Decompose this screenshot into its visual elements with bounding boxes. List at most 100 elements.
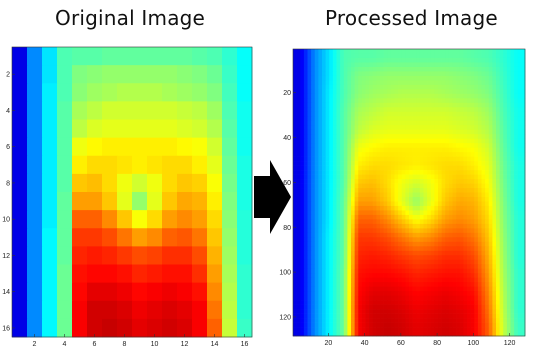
heatmap-cell (496, 183, 500, 189)
heatmap-cell (332, 205, 337, 211)
heatmap-cell (419, 57, 424, 63)
heatmap-cell (336, 331, 341, 337)
heatmap-cell (347, 116, 352, 122)
heatmap-cell (517, 219, 522, 225)
heatmap-cell (416, 219, 421, 225)
heatmap-cell (477, 120, 482, 126)
heatmap-cell (496, 98, 500, 104)
heatmap-cell (419, 125, 424, 131)
heatmap-cell (358, 66, 363, 72)
heatmap-cell (380, 273, 384, 279)
heatmap-cell (445, 107, 450, 113)
heatmap-cell (438, 286, 442, 292)
heatmap-cell (416, 228, 421, 234)
heatmap-cell (369, 241, 374, 247)
heatmap-cell (427, 129, 432, 135)
heatmap-cell (445, 75, 450, 81)
heatmap-cell (329, 174, 334, 180)
heatmap-cell (380, 205, 384, 211)
heatmap-cell (387, 129, 392, 135)
heatmap-cell (427, 250, 432, 256)
heatmap-cell (470, 237, 475, 243)
heatmap-cell (445, 116, 450, 122)
heatmap-cell (303, 129, 308, 135)
heatmap-cell (517, 286, 522, 292)
heatmap-cell (311, 111, 316, 117)
heatmap-cell (351, 228, 355, 234)
heatmap-cell (390, 120, 395, 126)
heatmap-cell (430, 71, 435, 77)
heatmap-cell (514, 116, 519, 122)
heatmap-cell (42, 264, 58, 284)
heatmap-cell (463, 89, 468, 95)
heatmap-cell (300, 318, 305, 323)
heatmap-cell (372, 143, 377, 148)
heatmap-cell (499, 107, 504, 113)
heatmap-cell (177, 83, 193, 102)
heatmap-cell (499, 147, 504, 153)
heatmap-cell (336, 286, 341, 292)
heatmap-cell (506, 241, 511, 247)
heatmap-cell (412, 291, 417, 296)
heatmap-cell (488, 273, 493, 279)
heatmap-cell (401, 62, 406, 68)
heatmap-cell (412, 165, 417, 171)
heatmap-cell (318, 300, 323, 305)
heatmap-cell (412, 71, 417, 77)
heatmap-cell (325, 156, 330, 162)
heatmap-cell (42, 101, 58, 120)
heatmap-cell (398, 57, 403, 63)
heatmap-cell (325, 250, 330, 256)
heatmap-cell (474, 331, 479, 337)
heatmap-cell (343, 183, 348, 189)
heatmap-cell (322, 327, 326, 332)
heatmap-cell (481, 75, 486, 81)
heatmap-cell (383, 84, 388, 90)
heatmap-cell (430, 210, 435, 216)
heatmap-cell (372, 295, 377, 301)
heatmap-cell (387, 116, 392, 122)
heatmap-cell (318, 232, 323, 238)
heatmap-cell (467, 210, 471, 216)
heatmap-cell (383, 129, 388, 135)
heatmap-cell (419, 223, 424, 229)
heatmap-cell (481, 80, 486, 86)
heatmap-cell (510, 93, 515, 99)
heatmap-cell (307, 152, 312, 157)
heatmap-cell (412, 57, 417, 63)
heatmap-cell (456, 98, 461, 104)
heatmap-cell (394, 49, 399, 54)
heatmap-cell (354, 286, 359, 292)
heatmap-cell (481, 179, 486, 184)
heatmap-cell (347, 259, 352, 265)
heatmap-cell (398, 219, 403, 225)
heatmap-cell (162, 192, 178, 211)
heatmap-cell (325, 246, 330, 252)
heatmap-cell (441, 309, 446, 314)
heatmap-cell (434, 156, 439, 162)
heatmap-cell (351, 161, 355, 166)
heatmap-cell (514, 125, 519, 131)
heatmap-cell (430, 165, 435, 171)
heatmap-cell (405, 273, 410, 279)
heatmap-cell (452, 228, 457, 234)
heatmap-cell (372, 84, 377, 90)
heatmap-cell (383, 138, 388, 144)
heatmap-cell (481, 174, 486, 180)
heatmap-cell (412, 62, 417, 68)
heatmap-cell (177, 137, 193, 157)
heatmap-cell (361, 313, 366, 319)
heatmap-cell (441, 179, 446, 184)
heatmap-cell (521, 228, 526, 234)
heatmap-cell (325, 201, 330, 207)
heatmap-cell (492, 304, 497, 310)
heatmap-cell (329, 295, 334, 301)
heatmap-cell (423, 116, 428, 122)
heatmap-cell (325, 49, 330, 54)
heatmap-cell (336, 57, 341, 63)
heatmap-cell (467, 282, 471, 288)
heatmap-cell (87, 173, 103, 193)
heatmap-cell (314, 228, 319, 234)
heatmap-cell (456, 57, 461, 63)
heatmap-cell (372, 223, 377, 229)
